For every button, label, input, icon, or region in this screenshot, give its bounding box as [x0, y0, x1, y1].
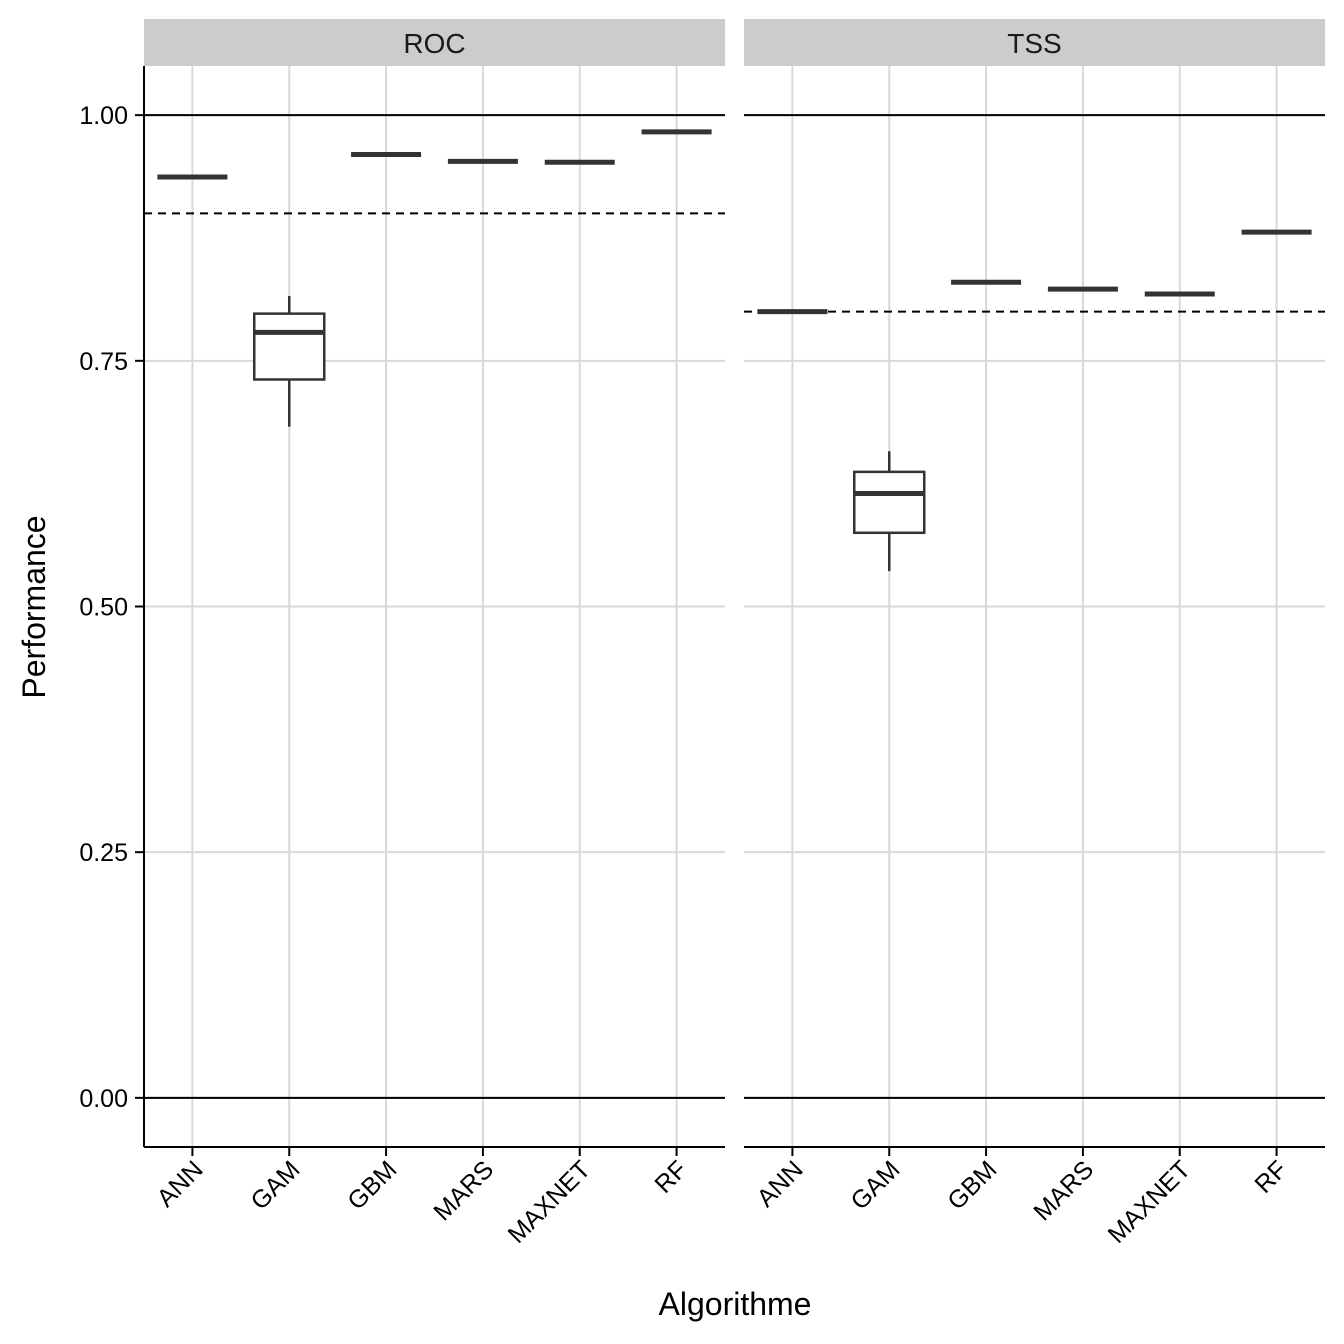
y-axis-title: Performance	[16, 515, 52, 698]
y-axis: 0.00 0.25 0.50 0.75 1.00	[79, 66, 145, 1147]
box-gam	[853, 451, 926, 572]
x-tick-label: GAM	[845, 1155, 905, 1215]
x-axis-title: Algorithme	[659, 1286, 812, 1322]
x-tick-label: MARS	[428, 1155, 499, 1226]
x-tick-label: GBM	[942, 1155, 1002, 1215]
x-tick-label: ANN	[752, 1155, 809, 1212]
y-tick-label: 0.75	[79, 348, 128, 376]
y-tick-label: 0.50	[79, 594, 128, 622]
y-tick-label: 0.25	[79, 839, 128, 867]
strip-label: TSS	[1007, 28, 1061, 59]
y-tick-label: 1.00	[79, 102, 128, 130]
panel-roc: ROC ANN GAM GBM MARS MAXNET RF	[144, 19, 725, 1249]
y-tick-label: 0.00	[79, 1085, 128, 1113]
x-tick-label: MAXNET	[503, 1155, 596, 1248]
x-tick-label: MAXNET	[1103, 1155, 1196, 1248]
x-tick-label: GAM	[245, 1155, 305, 1215]
panel-tss: TSS ANN GAM GBM MARS MAXNET RF	[744, 19, 1325, 1249]
strip-background	[744, 19, 1325, 66]
box-iqr	[853, 470, 926, 535]
strip-background	[144, 19, 725, 66]
box-iqr	[253, 312, 326, 381]
x-tick-label: GBM	[342, 1155, 402, 1215]
x-tick-label: RF	[649, 1155, 692, 1198]
strip-label: ROC	[403, 28, 465, 59]
x-tick-label: RF	[1249, 1155, 1292, 1198]
box-gam	[253, 295, 326, 427]
x-tick-label: MARS	[1028, 1155, 1099, 1226]
x-tick-label: ANN	[152, 1155, 209, 1212]
